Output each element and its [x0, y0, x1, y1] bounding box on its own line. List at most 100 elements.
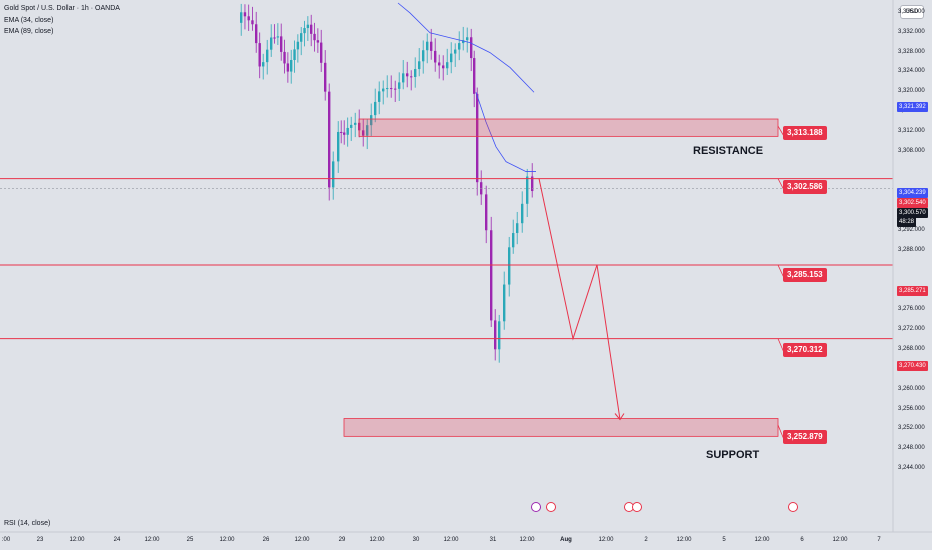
candle-body [255, 24, 258, 44]
ema34-line [475, 92, 536, 172]
candle-body [490, 230, 493, 321]
time-axis-label: 5 [722, 537, 726, 543]
candle-body [450, 53, 453, 63]
candle-body [320, 42, 323, 63]
candle-body [280, 36, 283, 52]
time-axis-label: :00 [1, 537, 11, 543]
candle-body [516, 223, 519, 234]
candle-body [402, 73, 405, 83]
candle-body [434, 50, 437, 63]
time-axis-label: Aug [560, 537, 572, 543]
candle-body [290, 60, 293, 72]
price-axis-label: 3,272.000 [898, 326, 925, 333]
price-tag-countdown: 48:28 [897, 217, 917, 227]
time-axis-label: 12:00 [144, 537, 160, 543]
resistance-zone [358, 118, 779, 137]
time-axis-label: 12:00 [832, 537, 848, 543]
time-axis-label: 30 [412, 537, 420, 543]
candle-body [476, 93, 479, 183]
candle-body [362, 130, 365, 136]
indicator-ema89-label[interactable]: EMA (89, close) [4, 28, 54, 35]
candle-body [293, 49, 296, 61]
candle-body [466, 37, 469, 41]
level-label-4: 3,270.312 [783, 343, 827, 357]
candle-body [454, 49, 457, 54]
candle-body [462, 40, 465, 44]
candle-body [508, 247, 511, 285]
candle-body [313, 33, 316, 41]
time-axis-label: 29 [338, 537, 346, 543]
price-axis-label: 3,252.000 [898, 425, 925, 432]
drawings-layer [0, 118, 893, 443]
candle-body [354, 122, 357, 125]
projection-arrowhead [614, 413, 625, 421]
candle-body [310, 24, 313, 34]
price-axis-label: 3,244.000 [898, 465, 925, 472]
level-label-1: 3,313.188 [783, 126, 827, 140]
time-axis-label: 31 [489, 537, 497, 543]
time-axis-label: 12:00 [294, 537, 310, 543]
candle-body [531, 176, 534, 192]
support-label: SUPPORT [706, 449, 760, 461]
candle-body [366, 125, 369, 136]
candle-body [398, 82, 401, 89]
candle-body [446, 62, 449, 69]
price-axis-label: 3,260.000 [898, 385, 925, 392]
level-label-3: 3,285.153 [783, 268, 827, 282]
candle-body [382, 88, 385, 92]
price-tag-ema34: 3,304.239 [897, 188, 928, 198]
candle-body [300, 33, 303, 42]
price-tag-current: 3,300.570 [897, 208, 928, 218]
price-axis-label: 3,288.000 [898, 246, 925, 253]
ema89-line [397, 2, 535, 93]
time-axis-label: 25 [186, 537, 194, 543]
candle-body [430, 41, 433, 51]
event-us-flag-icon[interactable] [546, 502, 556, 512]
price-axis-label: 3,292.000 [898, 227, 925, 234]
price-tag-level-1: 3,302.540 [897, 198, 928, 208]
candle-body [240, 12, 243, 23]
candle-body [473, 58, 476, 94]
candle-body [270, 37, 273, 50]
time-axis-label: 2 [644, 537, 648, 543]
price-axis-label: 3,308.000 [898, 147, 925, 154]
indicator-ema34-label[interactable]: EMA (34, close) [4, 17, 54, 24]
candle-body [286, 63, 290, 72]
candle-body [316, 40, 320, 43]
candle-body [458, 43, 461, 50]
time-axis-label: 12:00 [676, 537, 692, 543]
candle-body [346, 127, 349, 135]
symbol-title[interactable]: Gold Spot / U.S. Dollar · 1h · OANDA [4, 5, 120, 12]
rsi-pane-label[interactable]: RSI (14, close) [4, 520, 51, 527]
event-us-flag-icon[interactable] [788, 502, 798, 512]
candle-body [251, 20, 254, 25]
level-label-5: 3,252.879 [783, 430, 827, 444]
candle-body [494, 320, 497, 350]
candle-body [521, 203, 524, 224]
candle-body [390, 88, 393, 90]
candle-body [247, 16, 250, 21]
candle-body [374, 101, 377, 116]
price-axis-label: 3,324.000 [898, 68, 925, 75]
candle-body [266, 49, 269, 63]
candle-body [262, 62, 265, 67]
time-axis-label: 12:00 [519, 537, 535, 543]
price-axis-label: 3,332.000 [898, 28, 925, 35]
candle-body [485, 194, 488, 231]
price-tag-level-2: 3,285.271 [897, 286, 928, 296]
event-flash-icon[interactable] [531, 502, 541, 512]
event-us-flag-icon[interactable] [632, 502, 642, 512]
candle-body [324, 62, 327, 92]
time-axis-label: 26 [262, 537, 270, 543]
candle-body [498, 321, 501, 350]
projection-path [538, 178, 621, 420]
price-axis-label: 3,248.000 [898, 445, 925, 452]
price-tag-level-3: 3,270.430 [897, 361, 928, 371]
candle-body [303, 28, 306, 34]
candle-body [332, 161, 335, 188]
currency-button[interactable]: USD [900, 5, 924, 19]
candle-body [410, 76, 413, 78]
candle-body [350, 124, 353, 128]
candle-body [512, 233, 515, 248]
